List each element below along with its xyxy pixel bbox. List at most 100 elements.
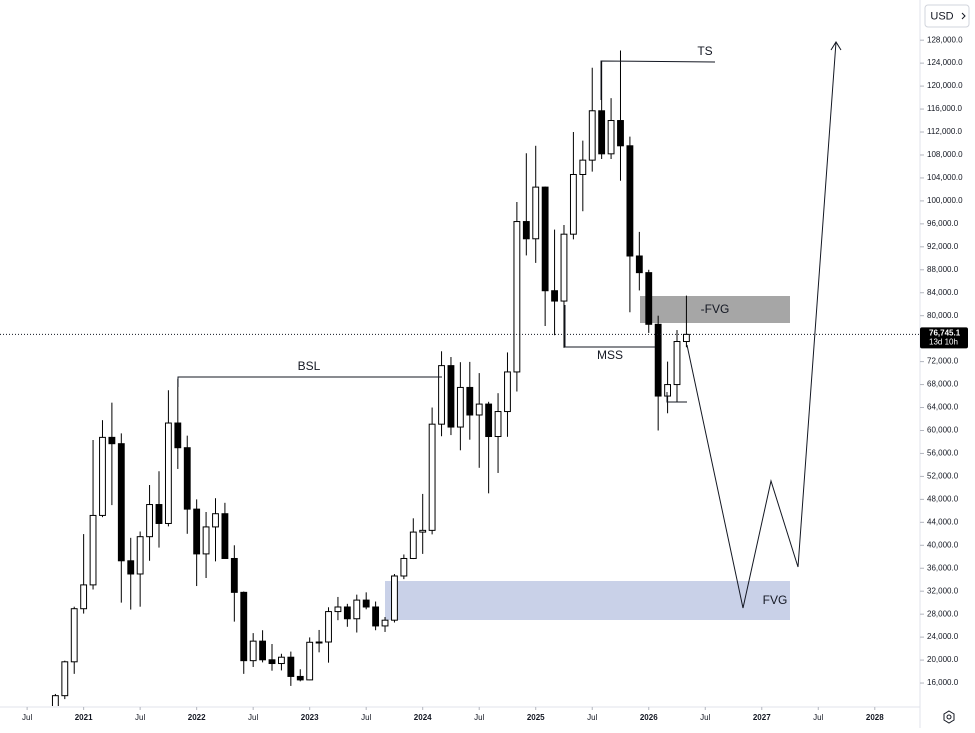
candle-body [466, 386, 474, 416]
candle-body [155, 504, 163, 524]
candle-body [617, 120, 624, 147]
candle-body [353, 599, 361, 620]
y-tick-label: 104,000.0 [927, 173, 963, 182]
candle-body [278, 656, 285, 665]
candle-body [551, 290, 558, 302]
candle-body [504, 371, 511, 413]
candle-body [485, 403, 493, 438]
x-tick-label: Jul [474, 713, 484, 722]
candle-body [240, 591, 248, 662]
y-tick-label: 112,000.0 [927, 127, 963, 136]
countdown-label: 13d 10h [929, 337, 958, 346]
annotations [177, 41, 842, 609]
candle-body [174, 422, 182, 449]
x-tick-label: Jul [700, 713, 710, 722]
candle-body [522, 221, 530, 240]
x-tick-label: 2021 [75, 713, 93, 722]
candle-body [569, 173, 577, 235]
candle-body [146, 504, 153, 538]
y-tick-label: 120,000.0 [927, 81, 963, 90]
y-tick-label: 68,000.0 [927, 380, 959, 389]
y-tick-label: 128,000.0 [927, 35, 963, 44]
y-tick-label: 92,000.0 [927, 242, 959, 251]
candle-body [682, 333, 690, 343]
candle-body [588, 110, 596, 161]
y-tick-label: 124,000.0 [927, 58, 963, 67]
y-tick-label: 100,000.0 [927, 196, 963, 205]
candle-body [70, 608, 78, 663]
fvg-label: FVG [763, 593, 788, 607]
y-tick-label: 16,000.0 [927, 678, 959, 687]
candle-body [447, 365, 455, 428]
y-tick-label: 32,000.0 [927, 586, 959, 595]
settings-icon[interactable] [943, 710, 955, 724]
candle-body [306, 641, 314, 681]
y-tick-label: 20,000.0 [927, 655, 959, 664]
candle-body [315, 641, 323, 644]
candle-body [532, 186, 540, 240]
candle-body [664, 384, 672, 397]
bear-fvg-zone [640, 296, 790, 323]
y-tick-label: 28,000.0 [927, 609, 959, 618]
candle-body [268, 659, 276, 665]
x-tick-label: 2023 [301, 713, 319, 722]
y-tick-label: 44,000.0 [927, 517, 959, 526]
candle-body [230, 557, 238, 593]
candle-body [193, 508, 201, 555]
candle-body [259, 640, 267, 661]
projection-path [686, 41, 837, 609]
candle-body [164, 422, 172, 524]
x-tick-label: Jul [22, 713, 32, 722]
currency-caret[interactable] [961, 12, 966, 20]
x-tick-label: Jul [361, 713, 371, 722]
y-tick-label: 108,000.0 [927, 150, 963, 159]
x-tick-label: Jul [135, 713, 145, 722]
candle-body [645, 272, 653, 325]
range-line [666, 392, 687, 403]
projection-arrow [830, 41, 842, 51]
candle-body [183, 447, 191, 510]
x-tick-label: 2026 [640, 713, 658, 722]
candle-body [626, 145, 634, 257]
candle-body [419, 529, 427, 533]
candle-body [391, 575, 398, 621]
candle-body [80, 584, 88, 610]
currency-button[interactable] [924, 4, 970, 28]
currency-label[interactable]: USD [930, 10, 953, 22]
mss-line [564, 305, 655, 348]
ts-line [600, 60, 716, 100]
candle-body [409, 531, 417, 559]
y-tick-label: 72,000.0 [927, 357, 959, 366]
x-tick-label: 2022 [188, 713, 206, 722]
settings-icon-center[interactable] [946, 714, 952, 720]
bsl-line [177, 376, 442, 387]
y-tick-label: 36,000.0 [927, 563, 959, 572]
ts-label: TS [697, 44, 712, 58]
y-tick-label: 24,000.0 [927, 632, 959, 641]
candle-body [579, 159, 587, 175]
candle-body [99, 436, 106, 516]
fvg-zone [385, 581, 790, 620]
candle-body [287, 656, 295, 677]
candle-body [325, 611, 332, 643]
bsl-label: BSL [298, 359, 321, 373]
y-tick-label: 80,000.0 [927, 311, 959, 320]
y-tick-label: 116,000.0 [927, 104, 963, 113]
candle-body [249, 640, 257, 662]
candle-body [89, 514, 97, 586]
candle-body [598, 110, 606, 155]
bear-fvg-label: -FVG [701, 302, 730, 316]
mss-label: MSS [597, 348, 623, 362]
y-tick-label: 48,000.0 [927, 494, 959, 503]
x-tick-label: 2024 [414, 713, 432, 722]
last-price-box [920, 327, 968, 349]
candle-body [51, 695, 59, 706]
y-tick-label: 96,000.0 [927, 219, 959, 228]
candle-body [438, 365, 445, 425]
y-tick-label: 40,000.0 [927, 540, 959, 549]
candle-body [117, 443, 125, 562]
candle-body [202, 526, 210, 555]
candle-body [654, 323, 662, 397]
candle-body [673, 341, 681, 386]
candle-body [372, 606, 380, 627]
